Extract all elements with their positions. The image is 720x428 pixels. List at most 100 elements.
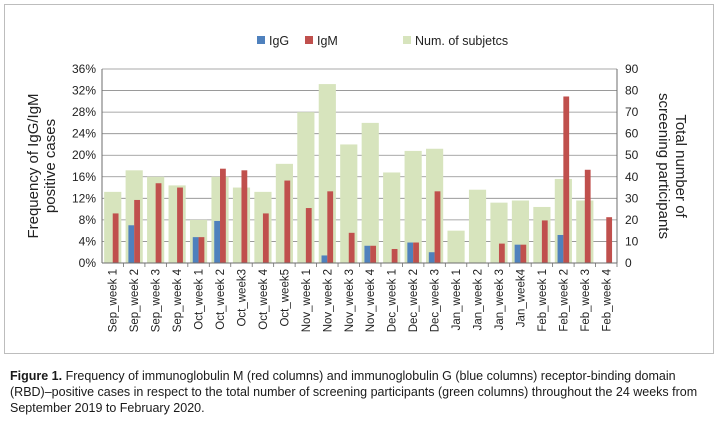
x-tick-label: Sep_week 1 xyxy=(108,269,120,332)
igg-bar xyxy=(214,220,221,263)
x-tick-label: Oct_week 2 xyxy=(215,269,227,330)
legend-swatch xyxy=(305,36,313,44)
x-tick-label: Dec_week 2 xyxy=(408,269,420,332)
igm-bar xyxy=(155,183,162,263)
igg-bar xyxy=(321,255,328,263)
x-tick-label: Jan_week 3 xyxy=(494,269,506,330)
legend-label: IgM xyxy=(317,34,338,48)
x-tick-label: Feb_week 1 xyxy=(537,269,549,332)
igm-bar xyxy=(305,208,312,263)
y-tick-label: 0% xyxy=(79,256,97,270)
subjects-bar xyxy=(383,172,401,263)
igg-bar xyxy=(428,252,435,263)
x-tick-label: Nov_week 4 xyxy=(365,268,377,332)
x-tick-label: Feb_week 4 xyxy=(601,268,613,331)
subjects-bar xyxy=(404,150,422,263)
x-tick-label: Sep_week 4 xyxy=(172,268,184,332)
caption-text: Frequency of immunoglobulin M (red colum… xyxy=(10,369,698,415)
y-tick-label: 28% xyxy=(72,105,96,119)
igm-bar xyxy=(284,180,291,263)
igm-bar xyxy=(348,232,355,263)
y2-axis-title-line: Total number of xyxy=(672,114,689,218)
igm-bar xyxy=(262,213,269,263)
subjects-bar xyxy=(340,144,358,263)
igm-bar xyxy=(177,187,183,263)
y2-tick-label: 20 xyxy=(625,213,639,227)
x-tick-label: Nov_week 1 xyxy=(301,269,313,332)
y-tick-label: 32% xyxy=(72,84,96,98)
igm-bar xyxy=(563,96,570,263)
legend-label: IgG xyxy=(269,34,289,48)
y-tick-label: 24% xyxy=(72,127,96,141)
igg-bar xyxy=(514,244,521,263)
igm-bar xyxy=(413,242,419,263)
x-tick-label: Feb_week 2 xyxy=(558,269,570,332)
igg-bar xyxy=(557,234,564,263)
igg-bar xyxy=(192,237,199,263)
legend-label: Num. of subjetcs xyxy=(415,34,508,48)
igm-bar xyxy=(498,243,505,263)
igg-bar xyxy=(364,245,371,263)
igm-bar xyxy=(220,168,226,263)
y2-tick-label: 0 xyxy=(625,256,632,270)
y2-tick-label: 80 xyxy=(625,84,639,98)
legend-swatch xyxy=(403,36,411,44)
x-tick-label: Sep_week 2 xyxy=(129,269,141,332)
igm-bar xyxy=(370,245,377,263)
subjects-bar xyxy=(275,163,293,263)
subjects-bar xyxy=(232,187,251,263)
caption-label: Figure 1. xyxy=(10,369,63,383)
y2-tick-label: 10 xyxy=(625,234,639,248)
y2-tick-label: 70 xyxy=(625,105,639,119)
x-tick-label: Dec_week 3 xyxy=(430,269,442,332)
subjects-bar xyxy=(361,122,379,263)
igm-bar xyxy=(391,248,398,263)
igm-bar xyxy=(134,199,140,263)
y2-tick-label: 60 xyxy=(625,127,639,141)
igm-bar xyxy=(327,191,334,263)
x-tick-label: Oct_week3 xyxy=(236,269,248,327)
y-axis-title: Frequency of IgG/IgMpositive cases xyxy=(25,93,59,238)
igg-bar xyxy=(128,225,135,263)
legend-swatch xyxy=(257,36,265,44)
y2-tick-label: 30 xyxy=(625,191,639,205)
x-tick-label: Oct_week 1 xyxy=(194,269,206,330)
y-tick-label: 16% xyxy=(72,170,96,184)
x-tick-label: Oct_week5 xyxy=(279,269,291,327)
y2-tick-label: 40 xyxy=(625,170,639,184)
igm-bar xyxy=(241,170,248,263)
x-tick-label: Jan_week 2 xyxy=(473,269,485,330)
x-tick-label: Nov_week 3 xyxy=(344,269,356,332)
y-axis-title-line: Frequency of IgG/IgM xyxy=(25,93,42,238)
x-tick-label: Feb_week 3 xyxy=(580,269,592,332)
y-tick-label: 4% xyxy=(79,234,97,248)
subjects-bar xyxy=(447,230,465,263)
igm-bar xyxy=(434,191,441,263)
y2-axis-title: Total number ofscreening participants xyxy=(655,93,689,239)
y-tick-label: 12% xyxy=(72,191,96,205)
igm-bar xyxy=(584,169,591,263)
igm-bar xyxy=(520,244,527,263)
chart: 0% 4% 8% 12% 16% 20% 24% 28% 32% 36% 0 10 20 30 40 50 60… xyxy=(25,34,689,332)
y2-tick-label: 50 xyxy=(625,148,639,162)
chart-frame: 0% 4% 8% 12% 16% 20% 24% 28% 32% 36% 0 10 20 30 40 50 60… xyxy=(4,4,714,354)
x-tick-label: Jan_week4 xyxy=(515,268,527,327)
igm-bar xyxy=(606,217,613,263)
y-axis-title-line: positive cases xyxy=(42,119,59,213)
y2-axis-title-line: screening participants xyxy=(655,93,672,239)
igm-bar xyxy=(198,237,205,263)
x-tick-label: Dec_week 1 xyxy=(387,269,399,332)
subjects-bar xyxy=(168,185,186,263)
y-tick-label: 20% xyxy=(72,148,96,162)
y-tick-label: 36% xyxy=(72,62,96,76)
x-tick-label: Nov_week 2 xyxy=(322,269,334,332)
x-tick-label: Oct_week 4 xyxy=(258,268,270,329)
igm-bar xyxy=(112,213,119,263)
x-tick-label: Jan_week 1 xyxy=(451,269,463,330)
igg-bar xyxy=(407,242,414,263)
igm-bar xyxy=(541,220,548,263)
y-tick-label: 8% xyxy=(79,213,97,227)
y2-tick-label: 90 xyxy=(625,62,639,76)
figure-caption: Figure 1. Frequency of immunoglobulin M … xyxy=(10,368,712,416)
subjects-bar xyxy=(468,189,487,263)
